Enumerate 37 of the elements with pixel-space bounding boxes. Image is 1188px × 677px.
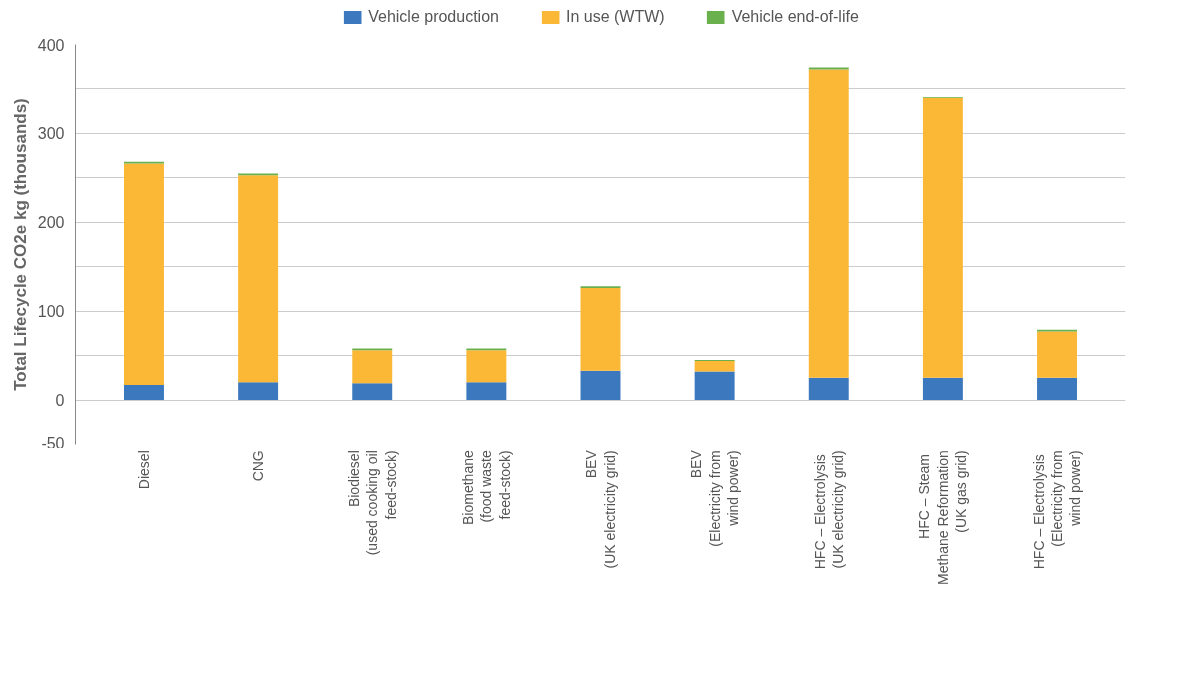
- x-tick-label: Biodiesel (used cooking oil feed-stock): [345, 450, 399, 556]
- bar: [694, 360, 735, 372]
- y-axis-title: Total Lifecycle CO2e kg (thousands): [10, 98, 30, 391]
- legend-label: Vehicle production: [368, 8, 499, 26]
- y-tick-label: 0: [55, 392, 65, 410]
- y-tick-label: -50: [41, 434, 65, 452]
- x-tick-label: BEV (UK electricity grid): [583, 449, 618, 569]
- x-tick-label: HFC – Electrolysis (UK electricity grid): [811, 450, 846, 570]
- x-tick-label: Diesel: [135, 450, 152, 490]
- bar: [352, 350, 393, 384]
- y-tick-label: 200: [37, 214, 65, 232]
- bar: [124, 384, 164, 401]
- bar: [124, 163, 164, 385]
- y-tick-label: 100: [37, 303, 65, 321]
- x-tick-label: HFC – Electrolysis (Electricity from wind power): [1030, 450, 1084, 570]
- bar: [922, 377, 963, 401]
- bar: [238, 175, 279, 383]
- legend-label: In use (WTW): [565, 8, 665, 26]
- y-tick-label: 400: [37, 36, 65, 54]
- bar: [580, 288, 621, 371]
- bar: [238, 382, 279, 401]
- bar: [808, 377, 849, 401]
- x-tick-label: BEV (Electricity from wind power): [688, 449, 742, 547]
- legend-label: Vehicle end-of-life: [731, 8, 859, 26]
- bar: [466, 382, 507, 401]
- bar: [352, 383, 393, 401]
- bar: [466, 350, 507, 383]
- x-tick-label: Biomethane (food waste feed-stock): [459, 450, 513, 525]
- bar: [922, 97, 963, 378]
- bar: [808, 69, 849, 378]
- x-tick-label: HFC – Steam Methane Reformation (UK gas grid): [916, 450, 970, 585]
- x-tick-label: CNG: [250, 450, 267, 482]
- bar: [1037, 377, 1077, 401]
- bar: [694, 371, 735, 401]
- bar: [580, 370, 621, 401]
- y-tick-label: 300: [37, 125, 65, 143]
- bar: [1037, 331, 1077, 378]
